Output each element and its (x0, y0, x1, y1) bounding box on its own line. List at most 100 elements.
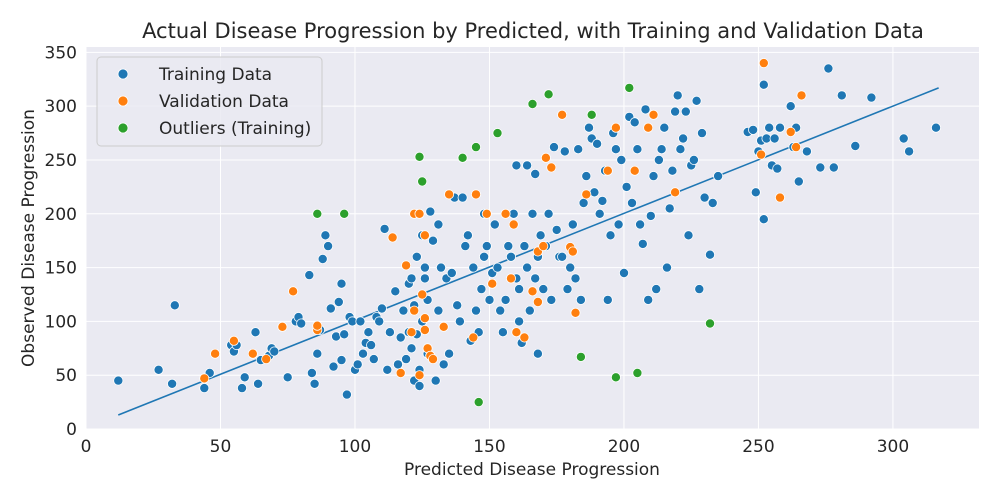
data-point-training (688, 154, 699, 165)
data-point-outliers (492, 128, 503, 139)
data-point-training (419, 273, 430, 284)
data-point-training (559, 146, 570, 157)
data-point-training (662, 262, 673, 273)
data-point-outliers (632, 367, 643, 378)
data-point-validation (519, 332, 530, 343)
x-axis-ticks: 0 50 100 150 200 250 300 (81, 437, 910, 457)
data-point-training (519, 241, 530, 252)
data-point-validation (508, 219, 519, 230)
data-point-validation (602, 165, 613, 176)
data-point-training (333, 296, 344, 307)
x-tick-label: 300 (877, 437, 909, 457)
data-point-training (584, 122, 595, 133)
data-point-training (801, 146, 812, 157)
data-point-training (699, 192, 710, 203)
data-point-training (379, 223, 390, 234)
data-point-training (680, 106, 691, 117)
data-point-training (775, 122, 786, 133)
legend: Training Data Validation Data Outliers (… (96, 56, 323, 147)
data-point-training (411, 251, 422, 262)
data-point-training (866, 92, 877, 103)
data-point-training (511, 160, 522, 171)
data-point-training (549, 142, 560, 153)
data-point-validation (567, 246, 578, 257)
data-point-training (382, 364, 393, 375)
data-point-outliers (624, 82, 635, 93)
data-point-training (489, 219, 500, 230)
data-point-outliers (527, 99, 538, 110)
data-point-training (527, 208, 538, 219)
x-axis-label: Predicted Disease Progression (404, 460, 660, 480)
data-point-training (433, 305, 444, 316)
data-point-outliers (586, 109, 597, 120)
data-point-validation (557, 109, 568, 120)
data-point-training (476, 284, 487, 295)
data-point-training (575, 294, 586, 305)
y-tick-label: 300 (45, 97, 77, 117)
data-point-training (309, 378, 320, 389)
legend-marker-training (117, 68, 129, 80)
data-point-validation (444, 189, 455, 200)
data-point-training (406, 273, 417, 284)
series-outliers (312, 82, 716, 408)
data-point-training (438, 359, 449, 370)
data-point-training (524, 305, 535, 316)
data-point-training (793, 176, 804, 187)
data-point-training (694, 284, 705, 295)
data-point-outliers (705, 318, 716, 329)
data-point-training (296, 318, 307, 329)
data-point-validation (419, 230, 430, 241)
data-point-training (675, 144, 686, 155)
data-point-training (497, 327, 508, 338)
data-point-training (713, 171, 724, 182)
data-point-training (592, 138, 603, 149)
data-point-training (653, 154, 664, 165)
data-point-validation (228, 335, 239, 346)
data-point-validation (419, 313, 430, 324)
data-point-validation (570, 307, 581, 318)
data-point-training (444, 348, 455, 359)
y-tick-label: 0 (66, 420, 77, 440)
data-point-training (532, 348, 543, 359)
legend-box (96, 56, 323, 147)
data-point-training (341, 389, 352, 400)
data-point-training (427, 235, 438, 246)
data-point-validation (414, 370, 425, 381)
x-tick-label: 150 (473, 437, 505, 457)
data-point-outliers (575, 351, 586, 362)
data-point-training (339, 329, 350, 340)
data-point-training (567, 219, 578, 230)
data-point-training (758, 79, 769, 90)
data-point-training (368, 354, 379, 365)
legend-label-training: Training Data (158, 65, 272, 85)
data-point-training (306, 367, 317, 378)
data-point-training (589, 187, 600, 198)
data-point-training (462, 230, 473, 241)
data-point-outliers (457, 152, 468, 163)
data-point-training (323, 241, 334, 252)
data-point-validation (511, 327, 522, 338)
data-point-training (670, 106, 681, 117)
data-point-outliers (470, 142, 481, 153)
data-point-training (479, 251, 490, 262)
data-point-validation (401, 260, 412, 271)
data-point-validation (756, 149, 767, 160)
data-point-training (336, 278, 347, 289)
data-point-training (772, 163, 783, 174)
data-point-validation (629, 165, 640, 176)
data-point-validation (409, 305, 420, 316)
data-point-training (750, 187, 761, 198)
data-point-training (355, 316, 366, 327)
data-point-training (836, 90, 847, 101)
data-point-outliers (473, 397, 484, 408)
data-point-training (581, 171, 592, 182)
data-points (113, 58, 942, 408)
data-point-training (931, 122, 942, 133)
legend-marker-validation (117, 95, 129, 107)
data-point-training (113, 375, 124, 386)
data-point-training (705, 249, 716, 260)
data-point-validation (438, 321, 449, 332)
data-point-training (691, 95, 702, 106)
data-point-outliers (414, 151, 425, 162)
data-point-training (395, 332, 406, 343)
